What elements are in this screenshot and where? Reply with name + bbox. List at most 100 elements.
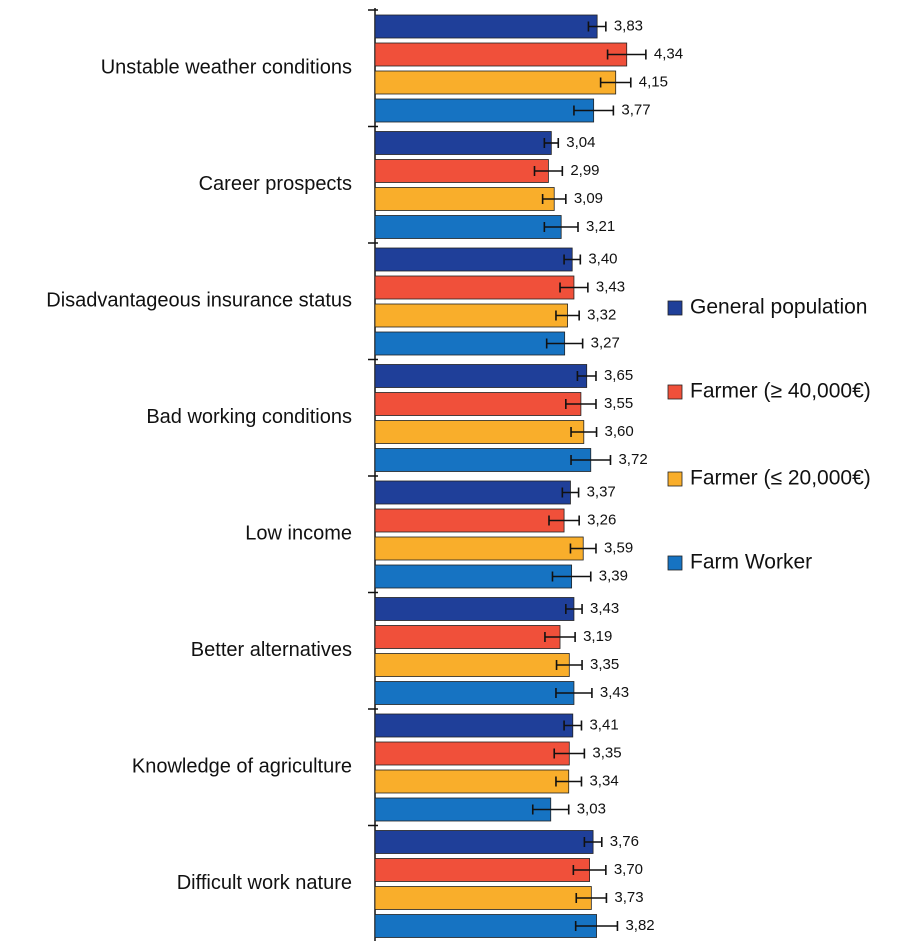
legend-swatch [667,471,683,487]
bar [374,653,570,677]
legend-label: Farm Worker [690,551,812,574]
error-bar [541,194,567,204]
bar [374,364,588,388]
bar [374,564,573,589]
value-label: 4,34 [654,45,683,62]
bar [374,187,555,211]
error-bar [531,804,570,815]
legend-swatch [667,384,683,400]
value-label: 3,72 [618,451,647,468]
error-bar [543,138,560,148]
value-label: 3,76 [610,833,639,850]
category-label: Better alternatives [191,639,352,661]
value-label: 3,26 [587,511,616,528]
value-label: 3,55 [604,395,633,412]
error-bar [587,21,607,32]
value-label: 3,32 [587,306,616,323]
bar [374,858,591,882]
error-bar [573,105,615,116]
error-bar [576,371,597,381]
bar [374,42,628,67]
legend-swatch [667,555,683,571]
error-bar [543,222,579,232]
value-label: 3,43 [600,684,629,701]
error-bar [551,571,592,582]
category-label: Career prospects [199,173,352,195]
bar [374,830,594,854]
value-label: 3,39 [599,567,628,584]
bar [374,681,575,705]
error-bar [565,399,597,409]
value-label: 2,99 [570,162,599,179]
error-bar [561,487,580,498]
error-bar [555,660,583,670]
error-bar [555,688,593,698]
error-bar [565,604,583,614]
bar [374,131,552,155]
category-label: Bad working conditions [146,406,352,428]
bar [374,247,573,272]
bar [374,215,562,239]
error-bar [548,515,580,526]
value-label: 3,83 [614,17,643,34]
error-bar [544,632,576,642]
category-label: Disadvantageous insurance status [46,290,352,312]
bar [374,448,592,472]
error-bar [569,543,597,554]
legend-swatch [667,300,683,316]
legend-label: General population [690,296,867,319]
value-label: 3,41 [589,716,618,733]
value-label: 3,43 [596,278,625,295]
bar [374,625,561,649]
legend-label: Farmer (≥ 40,000€) [690,380,871,403]
error-bar [555,310,580,321]
bar [374,713,574,738]
value-label: 3,40 [588,250,617,267]
value-label: 3,77 [621,101,650,118]
bar [374,597,575,621]
value-label: 3,43 [590,600,619,617]
bar [374,98,595,123]
error-bar [583,837,603,847]
category-label: Knowledge of agriculture [132,756,352,778]
value-label: 3,34 [589,772,618,789]
value-label: 3,27 [591,334,620,351]
error-bar [606,49,647,60]
bar [374,741,570,766]
error-bar [599,77,632,88]
value-label: 3,35 [590,656,619,673]
value-label: 3,09 [574,190,603,207]
bar [374,508,565,533]
bar [374,536,584,561]
bar [374,886,592,910]
category-label: Difficult work nature [177,872,352,894]
bar [374,914,597,938]
error-bar [559,282,589,293]
error-bar [545,338,584,349]
bar [374,420,585,444]
bar [374,303,568,328]
error-bar [570,427,598,437]
error-bar [563,720,583,731]
value-label: 3,37 [587,483,616,500]
error-bar [563,254,582,265]
bar [374,480,571,505]
error-bar [533,166,564,176]
value-label: 3,70 [614,861,643,878]
value-label: 3,82 [625,917,654,934]
bar [374,14,598,39]
category-label: Unstable weather conditions [101,57,352,79]
value-label: 3,73 [614,889,643,906]
bar [374,70,617,95]
value-label: 4,15 [639,73,668,90]
bar [374,769,570,794]
bar [374,275,575,300]
error-bar [574,921,619,931]
value-label: 3,04 [566,134,595,151]
value-label: 3,60 [605,423,634,440]
bar [374,797,552,822]
value-label: 3,21 [586,218,615,235]
error-bar [572,865,607,875]
value-label: 3,19 [583,628,612,645]
